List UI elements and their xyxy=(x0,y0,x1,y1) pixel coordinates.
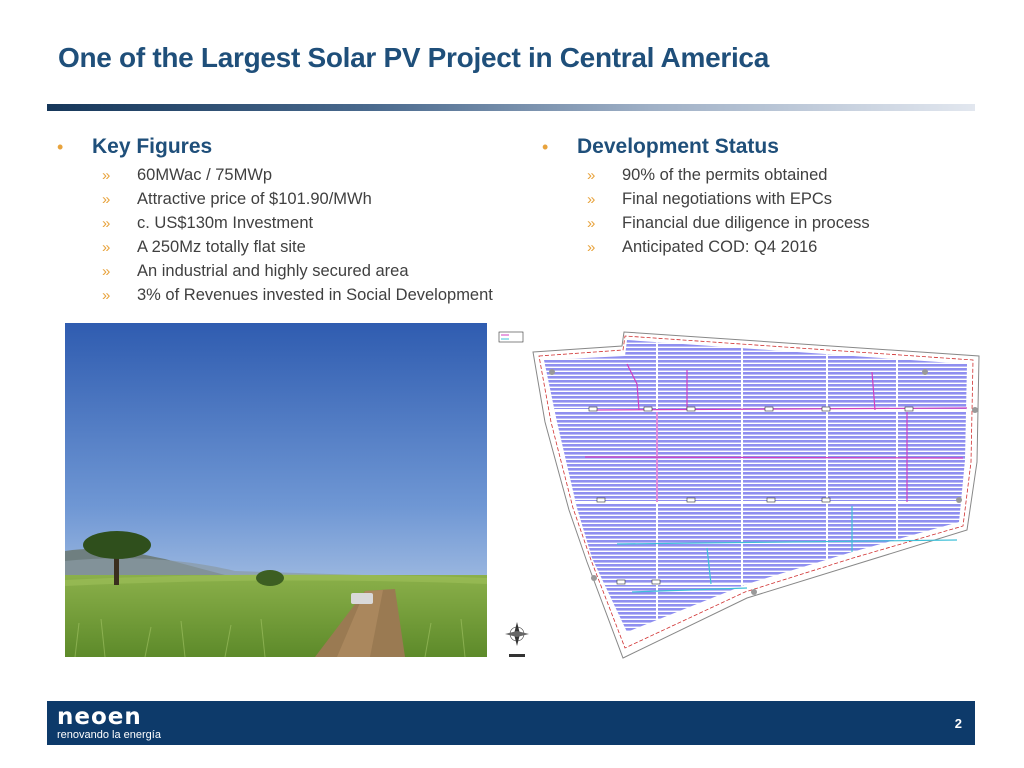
list-item: » Final negotiations with EPCs xyxy=(587,189,833,208)
key-figures-list: » 60MWac / 75MWp » Attractive price of $10… xyxy=(55,163,493,307)
title-underline xyxy=(47,104,975,111)
slide-title: One of the Largest Solar PV Project in C… xyxy=(58,42,769,73)
bullet-icon: • xyxy=(542,136,549,157)
list-item: » 3% of Revenues invested in Social Devel… xyxy=(102,285,493,304)
north-arrow-icon xyxy=(505,622,529,657)
list-item: » A 250Mz totally flat site xyxy=(102,237,306,256)
development-status-header: • Development Status xyxy=(540,134,870,160)
list-item: » 90% of the permits obtained xyxy=(587,165,828,184)
key-figures-section: • Key Figures » 60MWac / 75MWp » Attractiv… xyxy=(55,134,493,307)
list-item: » 60MWac / 75MWp xyxy=(102,165,273,184)
chevron-icon: » xyxy=(102,286,111,304)
chevron-icon: » xyxy=(102,190,111,208)
neoen-logo: neoen renovando la energía xyxy=(47,701,177,745)
footer-bar xyxy=(47,701,975,745)
list-item: » Financial due diligence in process xyxy=(587,213,870,232)
chevron-icon: » xyxy=(587,214,596,232)
logo-wordmark: neoen xyxy=(57,704,142,730)
page-number: 2 xyxy=(954,716,962,731)
key-figures-heading: Key Figures xyxy=(92,135,213,158)
key-figures-header: • Key Figures xyxy=(55,134,493,160)
logo-tagline: renovando la energía xyxy=(57,729,161,741)
site-layout-plan xyxy=(498,331,980,659)
bullet-icon: • xyxy=(57,136,64,157)
chevron-icon: » xyxy=(587,190,596,208)
development-status-section: • Development Status » 90% of the permits… xyxy=(540,134,870,259)
chevron-icon: » xyxy=(102,262,111,280)
chevron-icon: » xyxy=(102,238,111,256)
chevron-icon: » xyxy=(587,166,596,184)
list-item: » Anticipated COD: Q4 2016 xyxy=(587,237,818,256)
chevron-icon: » xyxy=(587,238,596,256)
chevron-icon: » xyxy=(102,214,111,232)
list-item: » c. US$130m Investment xyxy=(102,213,314,232)
development-status-heading: Development Status xyxy=(577,135,779,158)
site-photo xyxy=(65,323,487,657)
list-item: » An industrial and highly secured area xyxy=(102,261,409,280)
list-item: » Attractive price of $101.90/MWh xyxy=(102,189,372,208)
development-status-list: » 90% of the permits obtained » Final nego… xyxy=(540,163,870,259)
chevron-icon: » xyxy=(102,166,111,184)
